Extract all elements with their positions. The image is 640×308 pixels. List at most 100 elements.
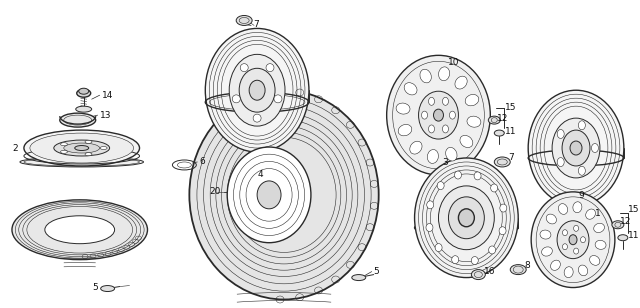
Text: 10: 10 [447,58,459,67]
Ellipse shape [240,64,248,72]
Ellipse shape [85,140,92,143]
Text: 11: 11 [505,127,516,136]
Ellipse shape [488,116,500,124]
Text: 5: 5 [374,267,380,276]
Ellipse shape [85,153,92,156]
Ellipse shape [558,204,568,214]
Ellipse shape [387,55,490,175]
Ellipse shape [557,129,564,139]
Ellipse shape [429,97,435,105]
Ellipse shape [442,125,449,133]
Ellipse shape [100,147,107,149]
Ellipse shape [426,224,433,232]
Ellipse shape [573,248,579,254]
Ellipse shape [488,246,495,254]
Ellipse shape [564,267,573,278]
Ellipse shape [415,158,518,278]
Ellipse shape [227,147,311,243]
Ellipse shape [75,145,89,151]
Ellipse shape [455,76,467,89]
Ellipse shape [427,201,434,209]
Text: 12: 12 [620,217,631,226]
Text: 16: 16 [484,267,496,276]
Ellipse shape [54,140,109,156]
Ellipse shape [437,182,444,190]
Text: 7: 7 [508,153,514,163]
Ellipse shape [541,247,552,256]
Text: 20: 20 [209,187,221,197]
Ellipse shape [229,54,285,126]
Ellipse shape [573,225,579,231]
Ellipse shape [249,80,265,100]
Ellipse shape [546,214,556,224]
Text: 2: 2 [12,144,17,152]
Ellipse shape [586,209,595,219]
Ellipse shape [528,90,624,206]
Ellipse shape [449,111,456,119]
Ellipse shape [422,111,428,119]
Ellipse shape [257,181,281,209]
Ellipse shape [239,68,275,112]
Ellipse shape [76,106,92,112]
Ellipse shape [428,149,438,164]
Ellipse shape [500,204,507,212]
Ellipse shape [445,148,457,161]
Ellipse shape [540,230,551,239]
Ellipse shape [419,91,458,139]
Ellipse shape [410,141,422,154]
Ellipse shape [352,275,365,281]
Text: 7: 7 [253,20,259,29]
Ellipse shape [460,135,473,148]
Ellipse shape [579,166,586,175]
Ellipse shape [61,150,67,153]
Ellipse shape [467,116,481,127]
Ellipse shape [398,124,412,136]
Ellipse shape [64,143,100,153]
Ellipse shape [433,109,444,121]
Ellipse shape [573,202,582,213]
Ellipse shape [580,237,586,243]
Ellipse shape [45,216,115,244]
Ellipse shape [452,256,459,264]
Ellipse shape [442,97,449,105]
Ellipse shape [589,256,600,265]
Ellipse shape [618,235,628,241]
Ellipse shape [429,125,435,133]
Text: 11: 11 [628,231,639,240]
Ellipse shape [579,265,588,276]
Ellipse shape [494,157,510,167]
Text: 5: 5 [93,283,99,292]
Ellipse shape [563,244,568,250]
Ellipse shape [12,200,147,260]
Ellipse shape [189,90,379,299]
Ellipse shape [438,186,494,250]
Ellipse shape [562,130,590,166]
Ellipse shape [595,240,606,249]
Ellipse shape [491,184,498,192]
Ellipse shape [438,67,450,81]
Ellipse shape [494,130,504,136]
Text: 15: 15 [628,205,639,214]
Ellipse shape [465,95,479,106]
Ellipse shape [404,83,417,95]
Ellipse shape [420,69,431,83]
Ellipse shape [579,121,586,130]
Text: 3: 3 [442,159,448,168]
Text: 15: 15 [505,103,516,112]
Ellipse shape [24,130,140,166]
Ellipse shape [266,64,274,72]
Ellipse shape [205,28,309,152]
Ellipse shape [550,260,561,270]
Text: 6: 6 [199,157,205,166]
Ellipse shape [236,15,252,26]
Ellipse shape [472,270,485,280]
Ellipse shape [594,223,604,233]
Ellipse shape [531,192,615,288]
Ellipse shape [458,209,474,227]
Ellipse shape [100,286,115,292]
Ellipse shape [60,113,95,127]
Ellipse shape [61,143,67,146]
Ellipse shape [471,257,478,265]
Ellipse shape [612,221,624,229]
Text: 1: 1 [595,209,601,218]
